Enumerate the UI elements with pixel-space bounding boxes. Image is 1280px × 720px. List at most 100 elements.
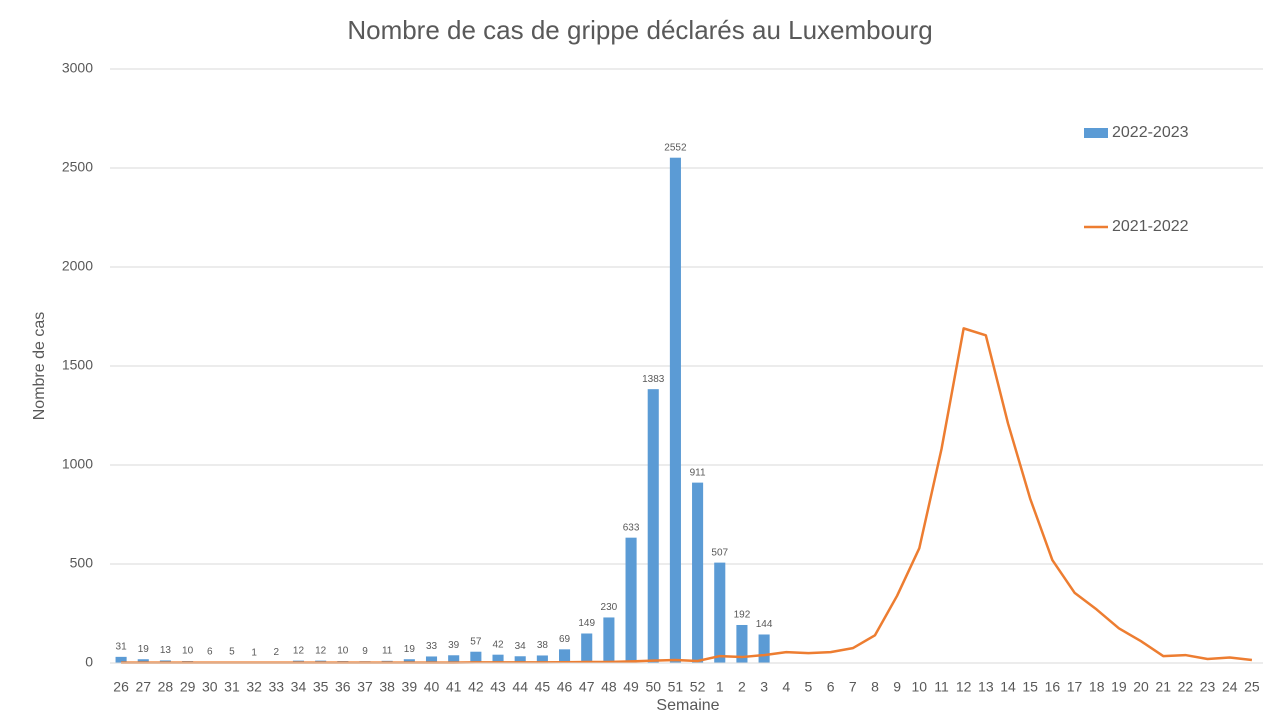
legend-swatch [1084, 128, 1108, 138]
x-tick-label: 38 [379, 679, 395, 695]
x-tick-label: 3 [760, 679, 768, 695]
legend-label: 2022-2023 [1112, 124, 1189, 141]
x-tick-label: 47 [579, 679, 595, 695]
bar [736, 624, 748, 663]
legend-label: 2021-2022 [1112, 218, 1189, 235]
y-tick-label: 0 [85, 654, 93, 670]
data-label: 5 [229, 647, 235, 658]
x-tick-label: 39 [402, 679, 418, 695]
x-tick-label: 41 [446, 679, 462, 695]
x-tick-label: 4 [782, 679, 790, 695]
data-label: 192 [734, 610, 751, 621]
data-label: 507 [711, 547, 728, 558]
data-label: 34 [515, 641, 527, 652]
x-tick-label: 29 [180, 679, 196, 695]
x-tick-label: 32 [246, 679, 262, 695]
x-tick-label: 44 [512, 679, 528, 695]
bar [603, 617, 615, 663]
data-label: 42 [492, 639, 504, 650]
bar [514, 656, 526, 663]
x-tick-label: 27 [135, 679, 151, 695]
data-label: 2 [274, 647, 280, 658]
x-tick-label: 30 [202, 679, 218, 695]
x-tick-label: 34 [291, 679, 307, 695]
x-tick-label: 8 [871, 679, 879, 695]
bar [137, 659, 149, 663]
bar [403, 659, 415, 663]
x-tick-label: 28 [158, 679, 174, 695]
bar [559, 649, 571, 663]
bar [448, 655, 460, 663]
x-tick-label: 35 [313, 679, 329, 695]
data-label: 19 [404, 644, 416, 655]
x-tick-label: 19 [1111, 679, 1127, 695]
x-tick-label: 45 [535, 679, 551, 695]
y-tick-label: 2500 [62, 159, 93, 175]
x-tick-label: 42 [468, 679, 484, 695]
x-tick-label: 52 [690, 679, 706, 695]
x-tick-label: 25 [1244, 679, 1260, 695]
data-label: 31 [116, 642, 128, 653]
bar [581, 633, 593, 663]
bar [625, 537, 637, 663]
x-tick-label: 16 [1045, 679, 1061, 695]
x-tick-label: 13 [978, 679, 994, 695]
x-tick-label: 15 [1022, 679, 1038, 695]
x-tick-label: 33 [269, 679, 285, 695]
x-tick-label: 7 [849, 679, 857, 695]
data-label: 38 [537, 640, 549, 651]
x-tick-label: 31 [224, 679, 240, 695]
x-axis-label: Semaine [656, 697, 719, 714]
bar [758, 634, 770, 663]
data-label: 39 [448, 640, 460, 651]
data-label: 13 [160, 645, 172, 656]
data-label: 911 [690, 467, 706, 478]
data-label: 2552 [664, 142, 687, 153]
x-tick-label: 36 [335, 679, 351, 695]
data-label: 12 [315, 645, 327, 656]
data-label: 230 [601, 602, 618, 613]
x-tick-label: 40 [424, 679, 440, 695]
y-tick-label: 3000 [62, 60, 93, 76]
x-tick-label: 24 [1222, 679, 1238, 695]
x-tick-label: 48 [601, 679, 617, 695]
x-tick-label: 10 [912, 679, 928, 695]
bar [492, 654, 504, 663]
x-tick-label: 18 [1089, 679, 1105, 695]
x-tick-label: 17 [1067, 679, 1083, 695]
data-label: 69 [559, 634, 571, 645]
y-tick-label: 2000 [62, 258, 93, 274]
data-label: 144 [756, 619, 773, 630]
x-tick-label: 43 [490, 679, 506, 695]
data-label: 57 [470, 636, 482, 647]
x-tick-label: 49 [623, 679, 639, 695]
x-tick-label: 12 [956, 679, 972, 695]
x-tick-label: 26 [113, 679, 129, 695]
data-label: 633 [623, 522, 640, 533]
data-label: 19 [138, 644, 150, 655]
data-label: 11 [382, 645, 393, 656]
chart-title: Nombre de cas de grippe déclarés au Luxe… [347, 15, 932, 45]
data-label: 149 [578, 618, 595, 629]
data-label: 33 [426, 641, 438, 652]
x-tick-label: 21 [1155, 679, 1171, 695]
bar [669, 157, 681, 664]
x-tick-label: 11 [934, 679, 949, 695]
bar [647, 389, 659, 663]
bar [536, 655, 548, 663]
x-tick-label: 6 [827, 679, 835, 695]
data-label: 1383 [642, 374, 665, 385]
x-tick-label: 51 [668, 679, 684, 695]
y-tick-label: 1500 [62, 357, 93, 373]
data-label: 10 [337, 646, 349, 657]
x-tick-label: 23 [1200, 679, 1216, 695]
x-tick-label: 9 [893, 679, 901, 695]
x-tick-label: 46 [557, 679, 573, 695]
y-tick-label: 500 [70, 555, 94, 571]
x-tick-label: 37 [357, 679, 373, 695]
bar [425, 656, 438, 663]
data-label: 1 [251, 647, 257, 658]
x-tick-label: 2 [738, 679, 746, 695]
bar [692, 482, 704, 663]
